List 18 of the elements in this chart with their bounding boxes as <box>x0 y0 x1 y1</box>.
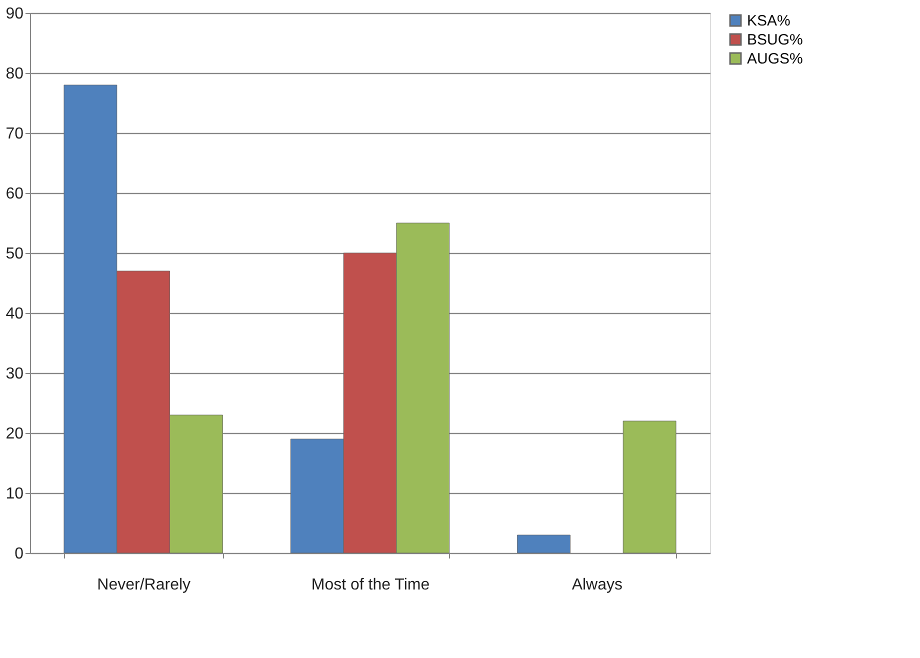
bar <box>622 420 676 554</box>
y-tick-label: 60 <box>6 186 24 202</box>
legend-label: AUGS% <box>747 50 803 68</box>
y-tick-label: 90 <box>6 6 24 22</box>
legend-label: KSA% <box>747 12 790 30</box>
x-tick-label: Never/Rarely <box>97 576 191 594</box>
y-tick-label: 0 <box>14 546 24 562</box>
y-tick-label: 30 <box>6 366 24 382</box>
y-tick-label: 50 <box>6 246 24 262</box>
y-tick-label: 70 <box>6 126 24 142</box>
x-tick-label: Always <box>572 576 623 594</box>
bar <box>517 534 570 554</box>
y-tick-label: 10 <box>6 486 24 502</box>
x-tick-label: Most of the Time <box>311 576 430 594</box>
y-tick-label: 80 <box>6 66 24 82</box>
legend-label: BSUG% <box>747 32 803 48</box>
y-tick-label: 40 <box>6 306 24 322</box>
y-tick-label: 20 <box>6 426 24 442</box>
